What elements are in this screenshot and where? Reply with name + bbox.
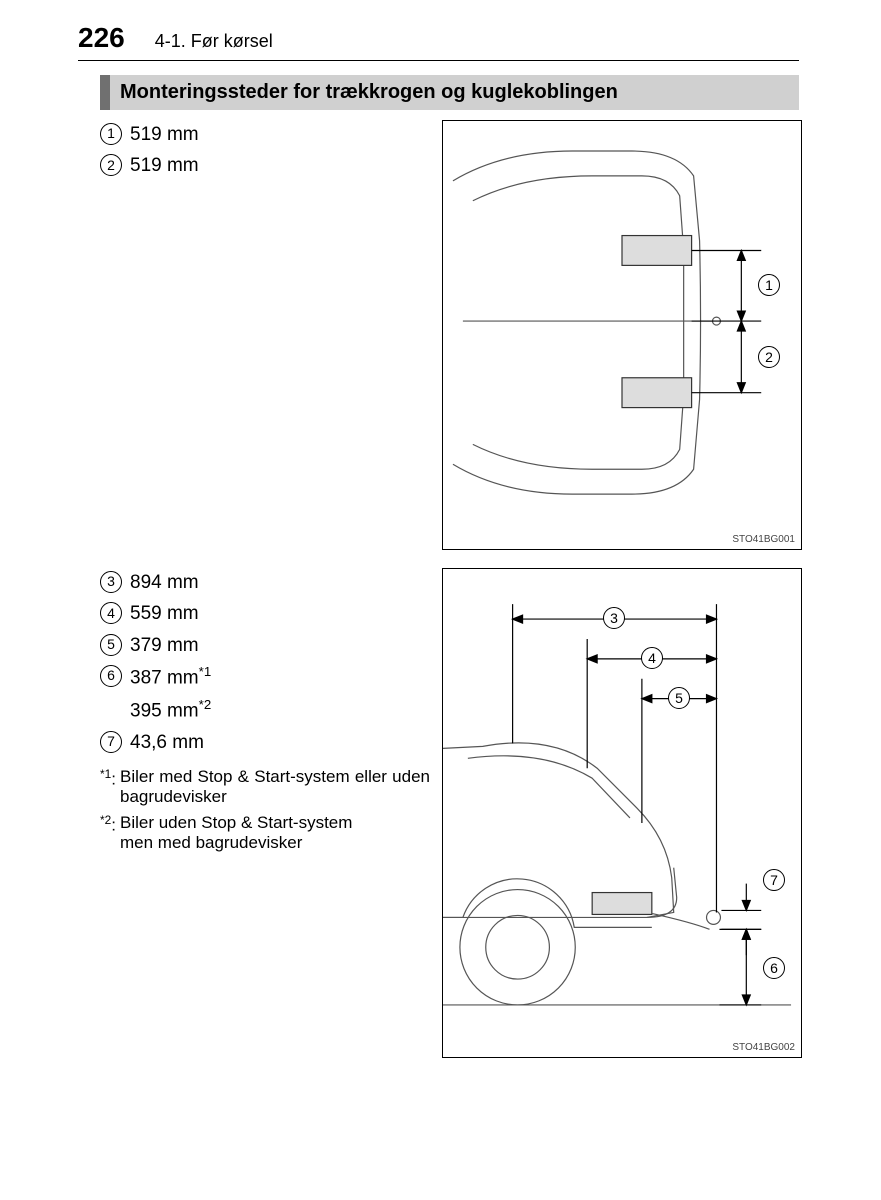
measurement-value: 519 mm xyxy=(130,151,199,180)
diagram-2: 3 4 5 6 7 STO41BG002 xyxy=(442,568,802,1058)
circled-number-icon: 7 xyxy=(100,731,122,753)
footnote-text: Biler med Stop & Start-system eller uden… xyxy=(120,767,430,807)
diagram-1: 1 2 STO41BG001 xyxy=(442,120,802,550)
measurement-value: 387 mm*1 xyxy=(130,662,211,693)
measurement-value: 379 mm xyxy=(130,631,199,660)
list-a: 1 519 mm 2 519 mm xyxy=(100,120,430,181)
callout-icon: 1 xyxy=(758,274,780,296)
list-item: 4 559 mm xyxy=(100,599,430,628)
page-number: 226 xyxy=(78,22,125,54)
list-item: 2 519 mm xyxy=(100,151,430,180)
footnote-marker: *2: xyxy=(100,813,116,853)
callout-icon: 6 xyxy=(763,957,785,979)
callout-icon: 2 xyxy=(758,346,780,368)
list-b: 3 894 mm 4 559 mm 5 379 mm 6 387 mm*1 39… xyxy=(100,568,430,757)
diagram-id: STO41BG001 xyxy=(732,534,795,545)
section-label: 4-1. Før kørsel xyxy=(155,31,273,52)
footnotes: *1: Biler med Stop & Start-system eller … xyxy=(100,767,430,853)
page-header: 226 4-1. Før kørsel xyxy=(78,22,799,61)
measurement-value: 395 mm*2 xyxy=(130,695,211,726)
circled-number-icon: 3 xyxy=(100,571,122,593)
list-item: 395 mm*2 xyxy=(130,695,430,726)
row-1: 1 519 mm 2 519 mm xyxy=(100,120,799,550)
list-item: 3 894 mm xyxy=(100,568,430,597)
list-item: 6 387 mm*1 xyxy=(100,662,430,693)
footnote: *1: Biler med Stop & Start-system eller … xyxy=(100,767,430,807)
diagram-1-col: 1 2 STO41BG001 xyxy=(442,120,802,550)
list-item: 7 43,6 mm xyxy=(100,728,430,757)
circled-number-icon: 6 xyxy=(100,665,122,687)
circled-number-icon: 4 xyxy=(100,602,122,624)
circled-number-icon: 2 xyxy=(100,154,122,176)
diagram-id: STO41BG002 xyxy=(732,1042,795,1053)
callout-icon: 7 xyxy=(763,869,785,891)
content-area: Monteringssteder for trækkrogen og kugle… xyxy=(100,75,799,1076)
footnote: *2: Biler uden Stop & Start-system men m… xyxy=(100,813,430,853)
footnote-marker: *1: xyxy=(100,767,116,807)
footnote-text: Biler uden Stop & Start-system men med b… xyxy=(120,813,352,853)
measurement-value: 43,6 mm xyxy=(130,728,204,757)
row-2: 3 894 mm 4 559 mm 5 379 mm 6 387 mm*1 39… xyxy=(100,568,799,1058)
circled-number-icon: 1 xyxy=(100,123,122,145)
callout-icon: 3 xyxy=(603,607,625,629)
measurement-value: 894 mm xyxy=(130,568,199,597)
callout-icon: 4 xyxy=(641,647,663,669)
circled-number-icon: 5 xyxy=(100,634,122,656)
list-item: 1 519 mm xyxy=(100,120,430,149)
list-a-col: 1 519 mm 2 519 mm xyxy=(100,120,430,550)
measurement-value: 519 mm xyxy=(130,120,199,149)
measurement-value: 559 mm xyxy=(130,599,199,628)
list-item: 5 379 mm xyxy=(100,631,430,660)
list-b-col: 3 894 mm 4 559 mm 5 379 mm 6 387 mm*1 39… xyxy=(100,568,430,1058)
diagram-2-col: 3 4 5 6 7 STO41BG002 xyxy=(442,568,802,1058)
callout-icon: 5 xyxy=(668,687,690,709)
section-heading: Monteringssteder for trækkrogen og kugle… xyxy=(100,75,799,110)
